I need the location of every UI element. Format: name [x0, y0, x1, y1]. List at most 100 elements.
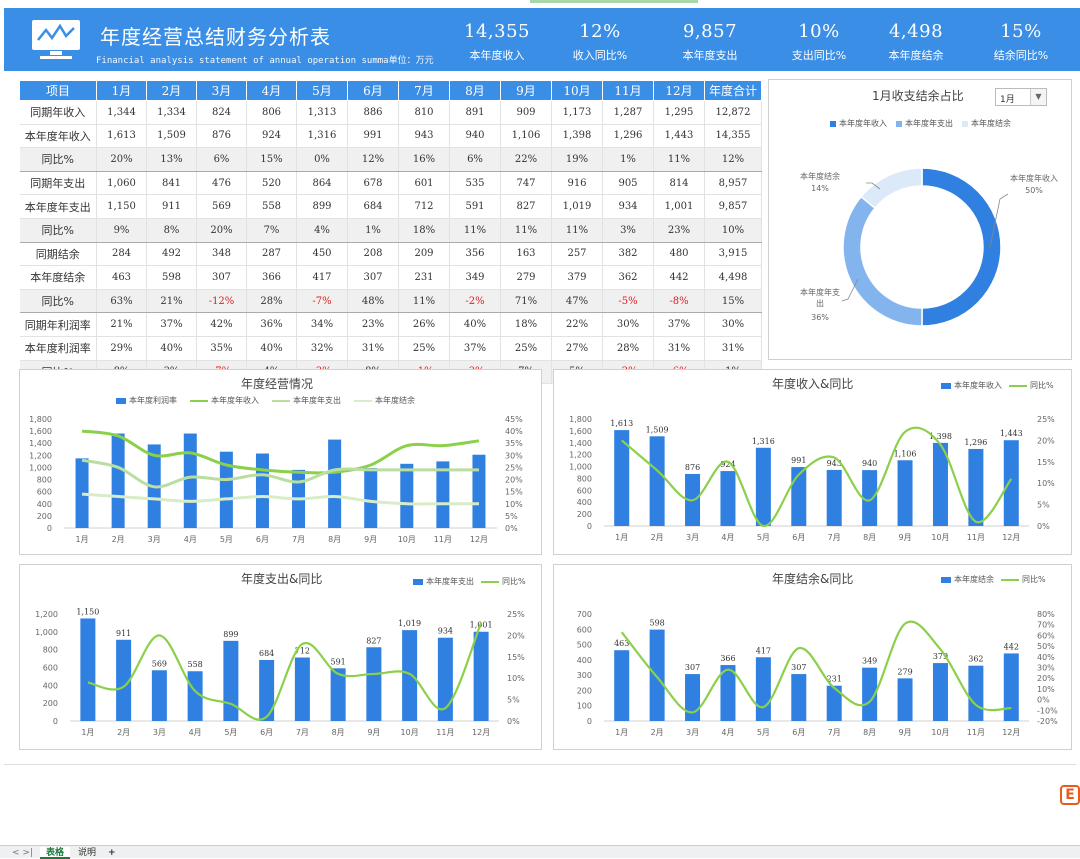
table-cell[interactable]: 943: [398, 124, 450, 149]
table-cell[interactable]: 806: [246, 100, 297, 125]
table-cell[interactable]: 31%: [347, 336, 399, 361]
table-cell[interactable]: 934: [602, 194, 654, 219]
table-cell[interactable]: 32%: [296, 336, 348, 361]
table-cell[interactable]: 591: [449, 194, 501, 219]
table-cell[interactable]: 747: [500, 171, 552, 196]
table-cell[interactable]: 366: [246, 265, 297, 290]
table-cell[interactable]: 417: [296, 265, 348, 290]
table-cell[interactable]: 307: [196, 265, 247, 290]
table-cell[interactable]: 29%: [96, 336, 147, 361]
table-cell[interactable]: -12%: [196, 289, 247, 314]
table-cell[interactable]: 30%: [704, 312, 762, 337]
table-cell[interactable]: 257: [551, 242, 603, 267]
table-cell[interactable]: -8%: [653, 289, 705, 314]
table-cell[interactable]: 864: [296, 171, 348, 196]
table-cell[interactable]: 9,857: [704, 194, 762, 219]
table-cell[interactable]: 63%: [96, 289, 147, 314]
table-cell[interactable]: 26%: [398, 312, 450, 337]
table-cell[interactable]: 36%: [246, 312, 297, 337]
table-cell[interactable]: 356: [449, 242, 501, 267]
table-cell[interactable]: 11%: [500, 218, 552, 243]
table-cell[interactable]: 35%: [196, 336, 247, 361]
table-cell[interactable]: 11%: [551, 218, 603, 243]
table-cell[interactable]: 12%: [704, 147, 762, 172]
table-cell[interactable]: 163: [500, 242, 552, 267]
table-cell[interactable]: 284: [96, 242, 147, 267]
table-cell[interactable]: 25%: [500, 336, 552, 361]
table-cell[interactable]: 18%: [500, 312, 552, 337]
table-cell[interactable]: 11%: [398, 289, 450, 314]
table-cell[interactable]: 21%: [96, 312, 147, 337]
table-cell[interactable]: 905: [602, 171, 654, 196]
table-cell[interactable]: 37%: [449, 336, 501, 361]
table-cell[interactable]: 909: [500, 100, 552, 125]
table-cell[interactable]: 684: [347, 194, 399, 219]
table-cell[interactable]: 841: [146, 171, 197, 196]
table-cell[interactable]: 37%: [653, 312, 705, 337]
table-cell[interactable]: 9%: [96, 218, 147, 243]
table-cell[interactable]: 20%: [196, 218, 247, 243]
table-cell[interactable]: 23%: [653, 218, 705, 243]
table-cell[interactable]: 16%: [398, 147, 450, 172]
table-cell[interactable]: -5%: [602, 289, 654, 314]
table-cell[interactable]: 450: [296, 242, 348, 267]
app-corner-icon[interactable]: E: [1060, 785, 1080, 805]
table-cell[interactable]: 678: [347, 171, 399, 196]
table-cell[interactable]: 20%: [96, 147, 147, 172]
table-cell[interactable]: 924: [246, 124, 297, 149]
table-cell[interactable]: 8%: [146, 218, 197, 243]
table-cell[interactable]: 307: [347, 265, 399, 290]
table-cell[interactable]: -7%: [296, 289, 348, 314]
sheet-tab-notes[interactable]: 说明: [78, 848, 97, 858]
add-sheet-button[interactable]: +: [108, 848, 116, 858]
table-cell[interactable]: 27%: [551, 336, 603, 361]
table-cell[interactable]: 911: [146, 194, 197, 219]
table-cell[interactable]: 712: [398, 194, 450, 219]
table-cell[interactable]: 23%: [347, 312, 399, 337]
table-cell[interactable]: 1,060: [96, 171, 147, 196]
table-cell[interactable]: 814: [653, 171, 705, 196]
table-cell[interactable]: 558: [246, 194, 297, 219]
table-cell[interactable]: 231: [398, 265, 450, 290]
table-cell[interactable]: 379: [551, 265, 603, 290]
table-cell[interactable]: 37%: [146, 312, 197, 337]
table-cell[interactable]: 348: [196, 242, 247, 267]
month-select[interactable]: 1月 ▼: [995, 88, 1047, 106]
table-cell[interactable]: 287: [246, 242, 297, 267]
table-cell[interactable]: 1,344: [96, 100, 147, 125]
table-cell[interactable]: 31%: [704, 336, 762, 361]
sheet-nav-arrows[interactable]: < >|: [12, 848, 33, 858]
table-cell[interactable]: 3%: [602, 218, 654, 243]
table-cell[interactable]: 10%: [704, 218, 762, 243]
table-cell[interactable]: 362: [602, 265, 654, 290]
table-cell[interactable]: 899: [296, 194, 348, 219]
table-cell[interactable]: 810: [398, 100, 450, 125]
table-cell[interactable]: 40%: [146, 336, 197, 361]
table-cell[interactable]: 22%: [551, 312, 603, 337]
table-cell[interactable]: 30%: [602, 312, 654, 337]
table-cell[interactable]: 48%: [347, 289, 399, 314]
table-cell[interactable]: 34%: [296, 312, 348, 337]
table-cell[interactable]: 279: [500, 265, 552, 290]
table-cell[interactable]: 535: [449, 171, 501, 196]
table-cell[interactable]: 1%: [347, 218, 399, 243]
table-cell[interactable]: 1,295: [653, 100, 705, 125]
table-cell[interactable]: 463: [96, 265, 147, 290]
table-cell[interactable]: 1,001: [653, 194, 705, 219]
table-cell[interactable]: 382: [602, 242, 654, 267]
table-cell[interactable]: 1,613: [96, 124, 147, 149]
table-cell[interactable]: 4%: [296, 218, 348, 243]
table-cell[interactable]: 991: [347, 124, 399, 149]
table-cell[interactable]: 11%: [653, 147, 705, 172]
table-cell[interactable]: 14,355: [704, 124, 762, 149]
table-cell[interactable]: 1,287: [602, 100, 654, 125]
table-cell[interactable]: 940: [449, 124, 501, 149]
table-cell[interactable]: 1,150: [96, 194, 147, 219]
table-cell[interactable]: 827: [500, 194, 552, 219]
table-cell[interactable]: 3,915: [704, 242, 762, 267]
table-cell[interactable]: 6%: [449, 147, 501, 172]
table-cell[interactable]: 569: [196, 194, 247, 219]
table-cell[interactable]: 18%: [398, 218, 450, 243]
table-cell[interactable]: 208: [347, 242, 399, 267]
chevron-down-icon[interactable]: ▼: [1030, 89, 1046, 105]
